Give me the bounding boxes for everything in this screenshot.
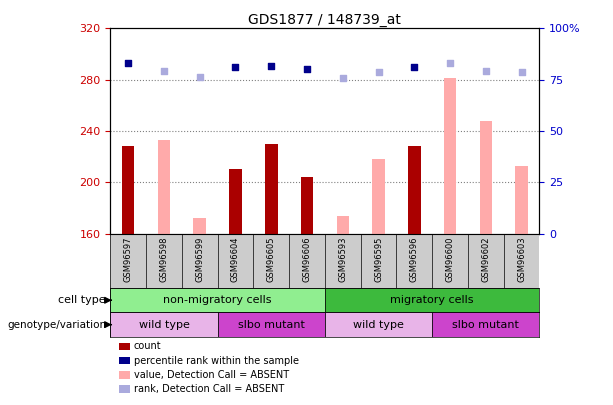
Point [230, 64, 240, 70]
Point [338, 75, 348, 82]
Text: value, Detection Call = ABSENT: value, Detection Call = ABSENT [134, 370, 289, 379]
Point [481, 68, 490, 74]
Point [373, 69, 384, 75]
Text: GSM96600: GSM96600 [446, 236, 455, 282]
Text: GSM96595: GSM96595 [374, 236, 383, 281]
Bar [432, 312, 539, 337]
Bar [408, 146, 421, 234]
Bar [110, 312, 218, 337]
Text: slbo mutant: slbo mutant [452, 320, 519, 330]
Text: GSM96606: GSM96606 [302, 236, 311, 282]
Bar [119, 371, 130, 379]
Point [517, 69, 527, 75]
Point [195, 74, 205, 80]
Bar [119, 357, 130, 364]
Text: cell type: cell type [58, 295, 106, 305]
Bar [229, 169, 242, 234]
Bar [325, 288, 539, 312]
Bar [444, 79, 456, 234]
Text: genotype/variation: genotype/variation [7, 320, 106, 330]
Point [123, 60, 133, 66]
Text: rank, Detection Call = ABSENT: rank, Detection Call = ABSENT [134, 384, 284, 394]
Point [409, 64, 419, 70]
Text: wild type: wild type [353, 320, 404, 330]
Text: GSM96604: GSM96604 [231, 236, 240, 282]
Bar [516, 166, 528, 234]
Text: GSM96603: GSM96603 [517, 236, 526, 282]
Bar [337, 215, 349, 234]
Bar [479, 121, 492, 234]
Text: GSM96599: GSM96599 [195, 236, 204, 281]
Text: GSM96593: GSM96593 [338, 236, 348, 282]
Title: GDS1877 / 148739_at: GDS1877 / 148739_at [248, 13, 402, 27]
Text: count: count [134, 341, 162, 352]
Text: slbo mutant: slbo mutant [238, 320, 305, 330]
Point [445, 60, 455, 66]
Bar [194, 218, 206, 234]
Point [302, 66, 312, 72]
Text: GSM96598: GSM96598 [159, 236, 169, 282]
Point [159, 68, 169, 74]
Text: non-migratory cells: non-migratory cells [164, 295, 272, 305]
Text: wild type: wild type [139, 320, 189, 330]
Text: migratory cells: migratory cells [390, 295, 474, 305]
Bar [119, 385, 130, 392]
Bar [265, 144, 278, 234]
Point [266, 62, 276, 69]
Bar [325, 312, 432, 337]
Text: GSM96602: GSM96602 [481, 236, 490, 282]
Text: GSM96597: GSM96597 [124, 236, 133, 282]
Text: GSM96596: GSM96596 [409, 236, 419, 282]
Bar [122, 146, 134, 234]
Text: percentile rank within the sample: percentile rank within the sample [134, 356, 299, 366]
Bar [158, 140, 170, 234]
Bar [372, 159, 385, 234]
Bar [119, 343, 130, 350]
Bar [110, 288, 325, 312]
Bar [218, 312, 325, 337]
Bar [301, 177, 313, 234]
Text: GSM96605: GSM96605 [267, 236, 276, 282]
